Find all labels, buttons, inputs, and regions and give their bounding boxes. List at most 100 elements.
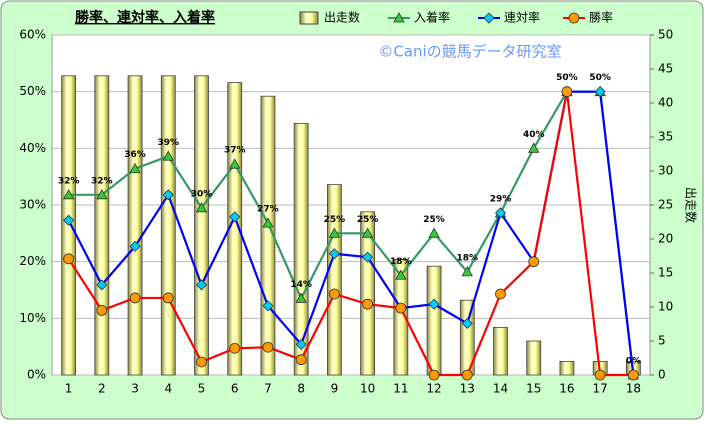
legend-marker	[568, 12, 580, 24]
marker	[528, 256, 540, 268]
y-tick-label: 40%	[19, 141, 46, 155]
data-label: 27%	[257, 205, 279, 215]
bar	[526, 340, 542, 376]
bar	[493, 326, 508, 376]
marker	[561, 86, 573, 98]
y-tick-label: 50%	[19, 84, 46, 98]
marker	[428, 227, 440, 238]
y2-tick-label: 50	[658, 28, 673, 42]
legend-label: 入着率	[414, 10, 450, 25]
bar	[94, 75, 110, 376]
x-tick-label: 16	[559, 382, 574, 396]
marker	[295, 354, 307, 366]
y-tick-label: 30%	[19, 198, 46, 212]
data-label: 14%	[290, 280, 312, 290]
marker	[461, 266, 473, 277]
marker	[162, 189, 174, 201]
bar	[360, 211, 376, 376]
x-tick-label: 11	[393, 382, 408, 396]
y2-tick-label: 35	[658, 130, 673, 144]
marker	[262, 217, 274, 228]
data-label: 39%	[158, 138, 180, 148]
data-label: 18%	[457, 253, 479, 263]
marker	[129, 292, 141, 304]
x-tick-label: 6	[231, 382, 239, 396]
data-label: 29%	[490, 194, 512, 204]
legend-label: 勝率	[589, 10, 613, 25]
legend-marker	[483, 12, 495, 24]
marker	[428, 369, 440, 381]
marker	[229, 158, 241, 169]
marker	[63, 214, 75, 226]
watermark: ©Caniの競馬データ研究室	[378, 43, 561, 61]
marker	[96, 279, 108, 291]
x-tick-label: 1	[65, 382, 73, 396]
marker	[495, 288, 506, 300]
marker	[428, 298, 440, 310]
marker	[162, 150, 174, 161]
x-tick-label: 15	[526, 382, 541, 396]
data-label: 0%	[626, 357, 641, 367]
marker	[528, 142, 540, 153]
y-tick-label: 0%	[27, 368, 46, 382]
x-tick-label: 14	[493, 382, 508, 396]
marker	[494, 207, 507, 219]
marker	[195, 202, 208, 213]
data-label: 30%	[191, 189, 213, 199]
marker	[196, 356, 207, 368]
x-tick-label: 17	[593, 382, 608, 396]
marker	[461, 369, 473, 381]
bar	[293, 123, 309, 376]
bar	[160, 75, 176, 376]
marker	[229, 211, 241, 223]
marker	[62, 188, 75, 200]
y-tick-label: 60%	[19, 28, 46, 42]
marker	[295, 292, 307, 303]
x-tick-label: 13	[460, 382, 475, 396]
marker	[262, 300, 274, 312]
marker	[96, 304, 108, 316]
marker	[594, 86, 606, 98]
marker	[461, 317, 473, 329]
bar	[426, 265, 442, 376]
marker	[262, 341, 274, 353]
legend-marker	[393, 12, 405, 23]
y2-tick-label: 15	[658, 266, 673, 280]
data-label: 36%	[124, 150, 146, 160]
data-label: 32%	[58, 176, 80, 186]
marker	[328, 227, 341, 238]
chart-title: 勝率、連対率、入着率	[75, 9, 215, 26]
data-label: 32%	[91, 176, 113, 186]
x-tick-label: 5	[198, 382, 206, 396]
bar	[559, 360, 575, 376]
bar	[326, 184, 342, 376]
marker	[328, 248, 340, 260]
marker	[63, 253, 75, 265]
bar	[393, 258, 409, 376]
y2-tick-label: 40	[658, 96, 673, 110]
data-label: 25%	[324, 215, 346, 225]
marker	[627, 369, 639, 381]
marker	[96, 188, 108, 200]
line	[67, 91, 634, 377]
x-tick-label: 10	[360, 382, 375, 396]
marker	[361, 227, 374, 238]
marker	[362, 298, 374, 310]
y2-tick-label: 25	[658, 198, 673, 212]
x-tick-label: 12	[426, 382, 441, 396]
data-label: 37%	[224, 146, 246, 156]
marker	[162, 292, 174, 304]
y2-axis-label: 出走数	[684, 187, 699, 223]
line	[68, 90, 635, 376]
marker	[229, 342, 241, 354]
bar	[127, 75, 143, 376]
legend-label: 出走数	[324, 10, 360, 25]
y2-tick-label: 45	[658, 62, 673, 76]
y2-tick-label: 20	[658, 232, 673, 246]
bar	[194, 75, 209, 376]
y2-tick-label: 5	[658, 334, 666, 348]
data-label: 50%	[556, 73, 578, 83]
y2-tick-label: 10	[658, 300, 673, 314]
marker	[395, 302, 407, 314]
x-tick-label: 8	[297, 382, 305, 396]
